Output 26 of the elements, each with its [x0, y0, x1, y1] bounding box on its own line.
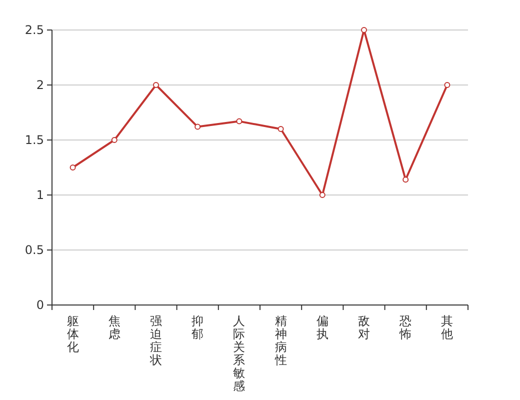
y-tick-label: 2.5 [24, 23, 44, 37]
x-tick-label: 人际关系敏感 [233, 314, 246, 393]
point [70, 164, 76, 170]
point [194, 124, 201, 130]
point [361, 27, 367, 33]
y-tick-label: 1.5 [24, 133, 44, 147]
point [402, 176, 409, 183]
y-tick-label: 0 [36, 298, 44, 312]
x-tick-label: 焦虑 [108, 314, 120, 341]
x-tick-label: 躯体化 [66, 314, 79, 354]
x-tick-label: 其他 [441, 314, 454, 341]
x-tick-label: 偏执 [316, 314, 328, 341]
y-tick-label: 0.5 [24, 243, 44, 257]
x-tick-label: 精神病性 [274, 314, 287, 367]
point [444, 82, 450, 88]
y-tick-label: 1 [36, 188, 44, 202]
point [319, 192, 326, 198]
y-tick-label: 2 [36, 78, 44, 92]
x-tick-label: 恐怖 [398, 314, 412, 341]
point [153, 82, 159, 88]
x-tick-label: 抑郁 [192, 314, 204, 341]
x-tick-label: 强迫症状 [149, 314, 162, 367]
point [278, 126, 284, 132]
point [111, 137, 118, 143]
point [236, 118, 242, 124]
x-tick-label: 敌对 [358, 314, 370, 341]
